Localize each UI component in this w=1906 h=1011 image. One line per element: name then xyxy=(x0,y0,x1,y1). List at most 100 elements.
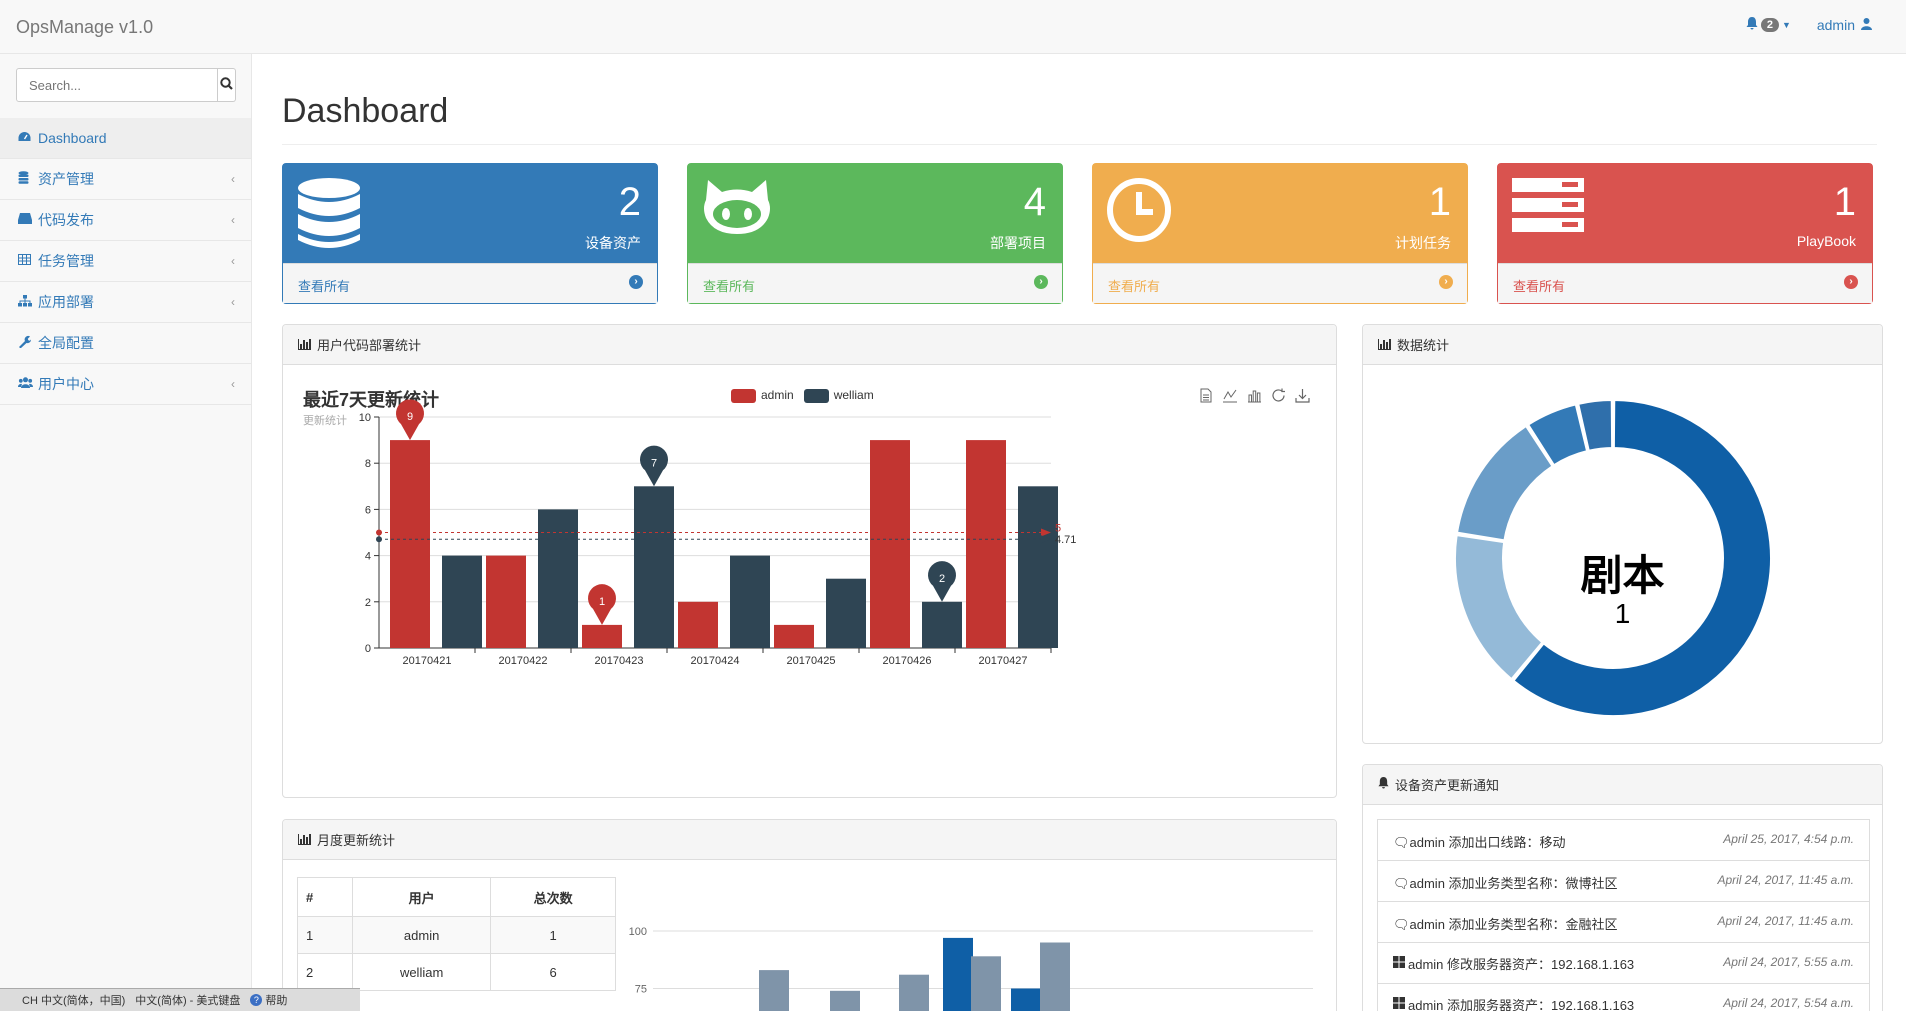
arrow-circle-right-icon: › xyxy=(1844,275,1858,289)
alerts-dropdown[interactable]: 2 ▼ xyxy=(1746,17,1791,33)
alert-count-badge: 2 xyxy=(1760,18,1779,32)
notice-time: April 24, 2017, 5:54 a.m. xyxy=(1723,996,1854,1010)
stat-value: 4 xyxy=(1023,180,1046,224)
mark-point-label: 1 xyxy=(599,596,605,608)
search-input[interactable] xyxy=(16,68,218,102)
navbar-right: 2 ▼ admin xyxy=(1746,17,1872,33)
page-title: Dashboard xyxy=(282,92,449,130)
panel-heading: 设备资产更新通知 xyxy=(1363,765,1882,805)
chevron-left-icon: ‹ xyxy=(231,254,235,268)
github-icon xyxy=(702,178,772,248)
bar xyxy=(1011,988,1041,1011)
search-button[interactable] xyxy=(218,68,236,102)
average-line-label: 5 xyxy=(1055,523,1061,535)
list-item[interactable]: admin 添加服务器资产：192.168.1.163 April 24, 20… xyxy=(1377,984,1870,1011)
wrench-icon xyxy=(18,335,34,351)
sidebar-item-tasks[interactable]: 任务管理 ‹ xyxy=(0,241,251,282)
y-tick-label: 6 xyxy=(365,504,371,516)
notice-time: April 24, 2017, 11:45 a.m. xyxy=(1717,873,1854,887)
average-line-arrow xyxy=(1041,535,1051,544)
notice-text: admin 修改服务器资产：192.168.1.163 xyxy=(1408,956,1635,972)
bar-admin xyxy=(966,440,1006,648)
monthly-user-table: # 用户 总次数 1 admin 1 2 welliam 6 xyxy=(297,877,616,991)
data-stats-panel: 数据统计 剧本 1 xyxy=(1362,324,1883,744)
mark-point-pin xyxy=(588,584,616,625)
sidebar-item-dashboard[interactable]: Dashboard xyxy=(0,118,251,159)
users-icon xyxy=(18,377,34,391)
bar-welliam xyxy=(634,486,674,648)
chart-legend: admin welliam xyxy=(731,388,874,403)
panel-heading: 数据统计 xyxy=(1363,325,1882,365)
donut-center-value: 1 xyxy=(1614,598,1631,629)
divider xyxy=(282,144,1877,145)
data-view-icon[interactable] xyxy=(1199,388,1213,406)
donut-slice xyxy=(1577,398,1614,452)
download-icon[interactable] xyxy=(1295,388,1310,406)
comments-icon: 🗨 xyxy=(1393,917,1410,932)
list-item[interactable]: 🗨admin 添加业务类型名称：金融社区 April 24, 2017, 11:… xyxy=(1377,902,1870,943)
stat-label: 计划任务 xyxy=(1395,235,1451,251)
clock-icon xyxy=(1107,178,1177,248)
sidebar-item-label: 全局配置 xyxy=(38,335,94,351)
stat-panel-scheduled-tasks: 1 计划任务 查看所有 › xyxy=(1092,163,1468,304)
dashboard-icon xyxy=(18,131,34,145)
table-cell: welliam xyxy=(351,953,492,991)
bar-chart-icon xyxy=(298,834,311,845)
bar-admin xyxy=(774,624,814,648)
ime-language[interactable]: CH 中文(简体，中国) xyxy=(22,995,126,1007)
list-item[interactable]: admin 修改服务器资产：192.168.1.163 April 24, 20… xyxy=(1377,943,1870,984)
bar-admin xyxy=(486,555,526,648)
server-icon xyxy=(1512,178,1584,248)
sidebar-item-global-config[interactable]: 全局配置 xyxy=(0,323,251,364)
legend-label: welliam xyxy=(833,388,874,402)
bar xyxy=(1040,942,1070,1011)
stat-panel-heading: 4 部署项目 xyxy=(688,164,1062,263)
sidebar-item-label: 应用部署 xyxy=(38,294,94,310)
table-cell: 1 xyxy=(490,916,616,954)
arrow-circle-right-icon: › xyxy=(1439,275,1453,289)
chevron-left-icon: ‹ xyxy=(231,295,235,309)
donut-center-title: 剧本 xyxy=(1580,551,1665,600)
legend-item-welliam[interactable]: welliam xyxy=(803,388,874,403)
stat-label: 部署项目 xyxy=(990,235,1046,251)
line-chart-icon[interactable] xyxy=(1222,388,1238,406)
view-all-link[interactable]: 查看所有 › xyxy=(688,263,1062,303)
chevron-left-icon: ‹ xyxy=(231,172,235,186)
sidebar-item-code-release[interactable]: 代码发布 ‹ xyxy=(0,200,251,241)
table-cell: admin xyxy=(351,916,492,954)
search-icon xyxy=(220,77,233,93)
column-header: # xyxy=(297,877,353,917)
stat-label: PlayBook xyxy=(1796,233,1856,249)
list-item[interactable]: 🗨admin 添加业务类型名称：微博社区 April 24, 2017, 11:… xyxy=(1377,861,1870,902)
sidebar-item-app-deploy[interactable]: 应用部署 ‹ xyxy=(0,282,251,323)
windows-icon xyxy=(1393,955,1405,971)
sidebar-item-assets[interactable]: 资产管理 ‹ xyxy=(0,159,251,200)
app-brand[interactable]: OpsManage v1.0 xyxy=(16,17,154,37)
bar-welliam xyxy=(538,509,578,648)
y-tick-label: 8 xyxy=(365,458,371,470)
user-menu[interactable]: admin xyxy=(1817,17,1872,33)
view-all-text: 查看所有 xyxy=(703,279,756,294)
y-tick-label: 100 xyxy=(629,926,647,938)
ime-keyboard[interactable]: 中文(简体) - 美式键盘 xyxy=(135,995,241,1007)
refresh-icon[interactable] xyxy=(1271,388,1286,406)
view-all-link[interactable]: 查看所有 › xyxy=(1093,263,1467,303)
view-all-link[interactable]: 查看所有 › xyxy=(1498,263,1872,303)
chart-subtitle: 更新统计 xyxy=(303,415,347,427)
list-item[interactable]: 🗨admin 添加出口线路：移动 April 25, 2017, 4:54 p.… xyxy=(1377,820,1870,861)
bar-admin xyxy=(678,601,718,648)
donut-chart xyxy=(1454,398,1772,717)
bar-welliam xyxy=(922,601,962,648)
legend-item-admin[interactable]: admin xyxy=(731,388,794,403)
sidebar-item-label: 任务管理 xyxy=(38,253,94,269)
bar-chart-icon xyxy=(298,339,311,350)
view-all-link[interactable]: 查看所有 › xyxy=(283,263,657,303)
donut-slice xyxy=(1526,403,1589,467)
bar-chart-switch-icon[interactable] xyxy=(1247,388,1262,406)
stat-panel-heading: 2 设备资产 xyxy=(283,164,657,263)
user-icon xyxy=(1861,17,1872,33)
sidebar-item-user-center[interactable]: 用户中心 ‹ xyxy=(0,364,251,405)
bar-admin xyxy=(870,440,910,648)
ime-help[interactable]: ? 帮助 xyxy=(250,992,287,1008)
